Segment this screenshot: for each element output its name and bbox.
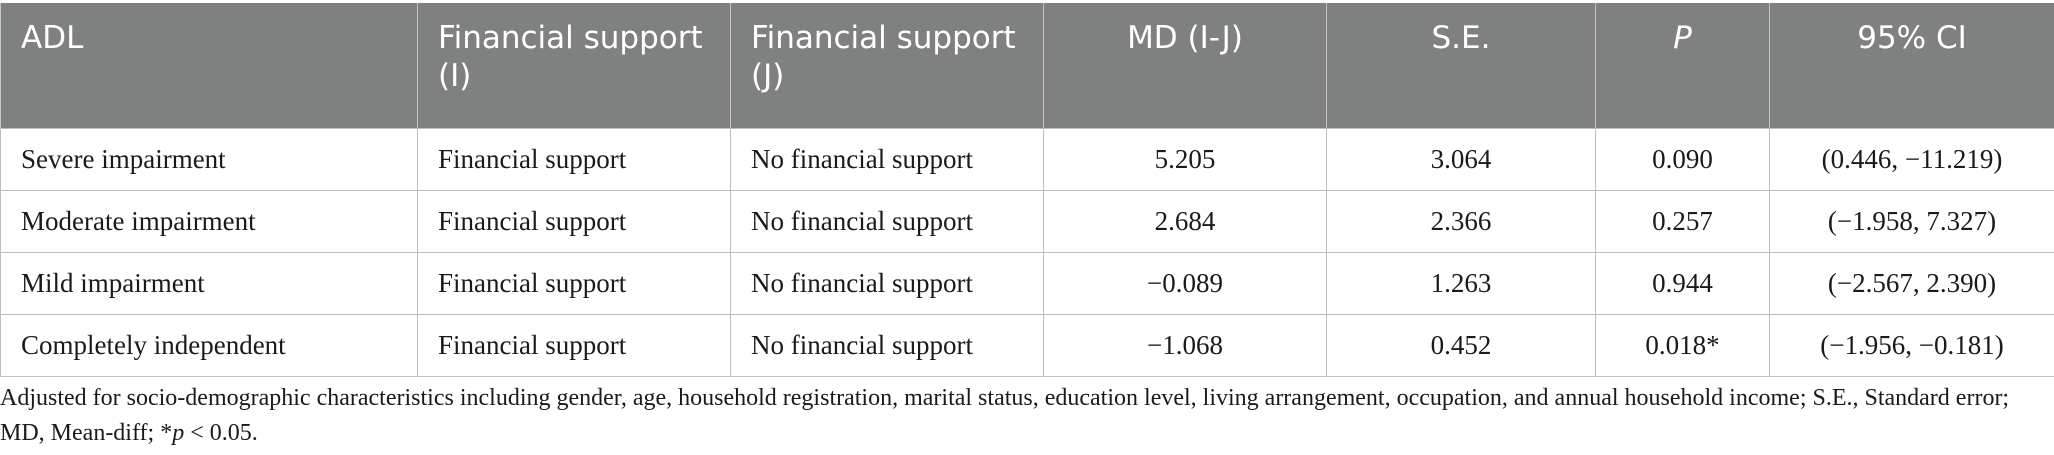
footnote-threshold: < 0.05. bbox=[184, 420, 258, 446]
cell-support-j: No financial support bbox=[730, 314, 1044, 377]
cell-support-j: No financial support bbox=[730, 252, 1044, 315]
results-table: ADL Financial support (I) Financial supp… bbox=[0, 3, 2054, 377]
cell-se: 0.452 bbox=[1326, 314, 1596, 377]
header-financial-support-i: Financial support (I) bbox=[417, 3, 731, 129]
cell-support-i: Financial support bbox=[417, 314, 731, 377]
cell-adl: Mild impairment bbox=[0, 252, 418, 315]
cell-ci: (−2.567, 2.390) bbox=[1769, 252, 2054, 315]
cell-adl: Completely independent bbox=[0, 314, 418, 377]
table-row: Severe impairment Financial support No f… bbox=[0, 128, 2054, 191]
cell-ci: (0.446, −11.219) bbox=[1769, 128, 2054, 191]
table-row: Moderate impairment Financial support No… bbox=[0, 190, 2054, 253]
cell-md: 2.684 bbox=[1043, 190, 1327, 253]
table-row: Mild impairment Financial support No fin… bbox=[0, 252, 2054, 315]
cell-se: 3.064 bbox=[1326, 128, 1596, 191]
header-p: P bbox=[1595, 3, 1770, 129]
table-footnote: Adjusted for socio-demographic character… bbox=[0, 381, 2040, 451]
cell-support-i: Financial support bbox=[417, 190, 731, 253]
cell-se: 2.366 bbox=[1326, 190, 1596, 253]
cell-se: 1.263 bbox=[1326, 252, 1596, 315]
header-md: MD (I-J) bbox=[1043, 3, 1327, 129]
table-row: Completely independent Financial support… bbox=[0, 314, 2054, 377]
cell-support-i: Financial support bbox=[417, 252, 731, 315]
cell-ci: (−1.958, 7.327) bbox=[1769, 190, 2054, 253]
cell-p: 0.018* bbox=[1595, 314, 1770, 377]
header-row: ADL Financial support (I) Financial supp… bbox=[0, 3, 2054, 129]
cell-adl: Severe impairment bbox=[0, 128, 418, 191]
header-ci: 95% CI bbox=[1769, 3, 2054, 129]
header-adl: ADL bbox=[0, 3, 418, 129]
footnote-p-symbol: p bbox=[172, 420, 185, 446]
cell-p: 0.090 bbox=[1595, 128, 1770, 191]
cell-md: −1.068 bbox=[1043, 314, 1327, 377]
cell-support-i: Financial support bbox=[417, 128, 731, 191]
cell-support-j: No financial support bbox=[730, 128, 1044, 191]
cell-p: 0.944 bbox=[1595, 252, 1770, 315]
cell-md: −0.089 bbox=[1043, 252, 1327, 315]
cell-adl: Moderate impairment bbox=[0, 190, 418, 253]
header-financial-support-j: Financial support (J) bbox=[730, 3, 1044, 129]
cell-md: 5.205 bbox=[1043, 128, 1327, 191]
footnote-text: Adjusted for socio-demographic character… bbox=[0, 385, 2010, 446]
cell-support-j: No financial support bbox=[730, 190, 1044, 253]
cell-p: 0.257 bbox=[1595, 190, 1770, 253]
header-se: S.E. bbox=[1326, 3, 1596, 129]
cell-ci: (−1.956, −0.181) bbox=[1769, 314, 2054, 377]
